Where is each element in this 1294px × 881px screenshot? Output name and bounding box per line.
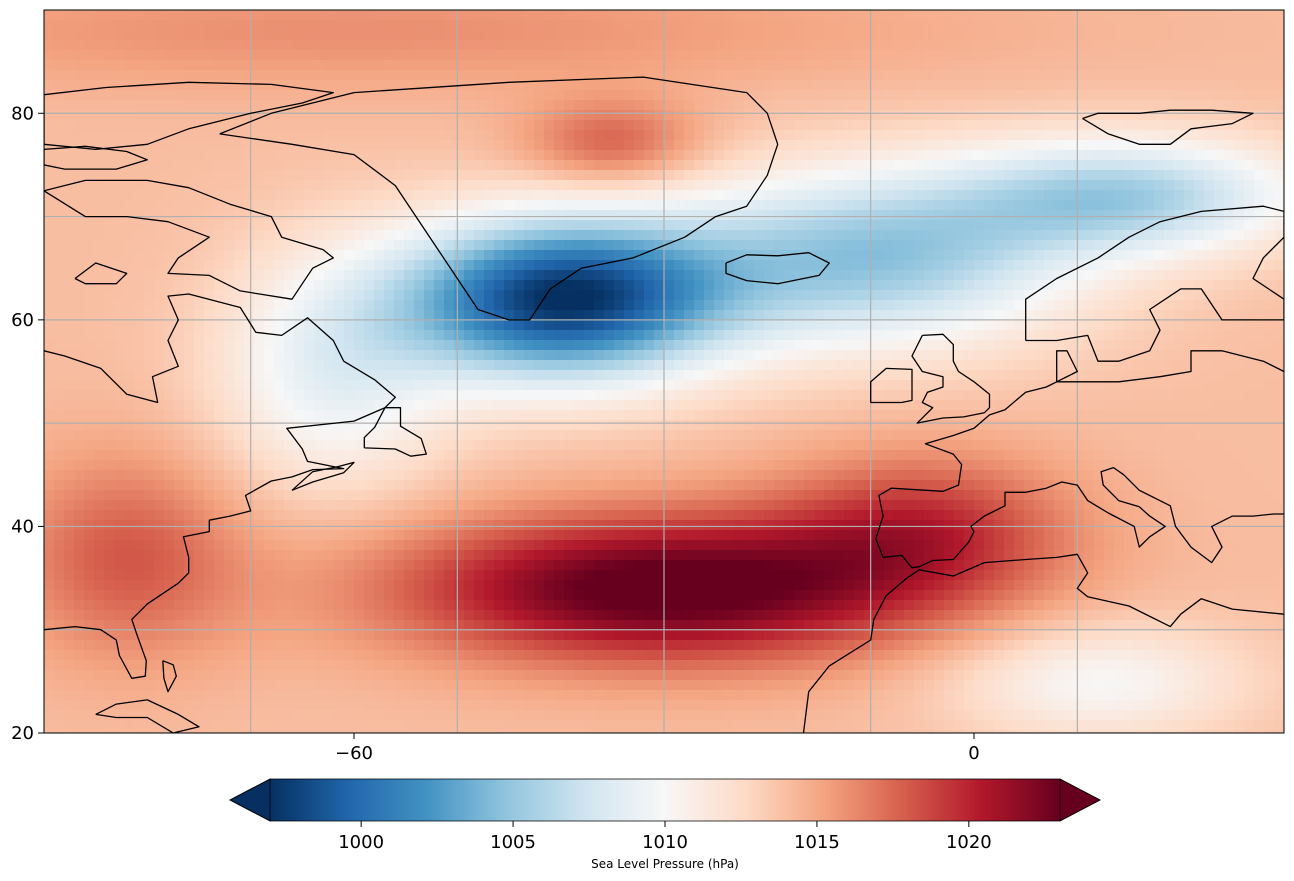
coastline-newfoundland	[363, 407, 427, 457]
coastlines	[44, 76, 1284, 733]
gridlines	[44, 10, 1284, 733]
y-tick-label: 60	[11, 310, 34, 331]
coastline-great-britain	[911, 333, 991, 424]
colorbar-extend-max	[1059, 778, 1101, 822]
coastline-scandinavia	[1025, 205, 1284, 362]
x-axis-ticks: −60 0	[335, 733, 980, 764]
y-tick-label: 80	[11, 103, 34, 124]
coastline-north-africa	[802, 553, 1284, 733]
y-tick-label: 40	[11, 516, 34, 537]
coastline-north-america	[44, 293, 396, 679]
x-tick-label: −60	[335, 743, 373, 764]
colorbar-ticks: 1000 1005 1010 1015 1020	[338, 821, 992, 853]
pressure-field	[44, 10, 1284, 733]
colorbar-tick-label: 1000	[338, 832, 384, 853]
colorbar-tick-label: 1005	[490, 832, 536, 853]
colorbar-label: Sea Level Pressure (hPa)	[591, 857, 739, 871]
map-frame	[43, 9, 1285, 734]
coastline-bahamas	[162, 660, 177, 693]
y-tick-label: 20	[11, 723, 34, 744]
y-axis-ticks: 20 40 60 80	[11, 103, 44, 744]
colorbar-tick-label: 1010	[642, 832, 688, 853]
map-panel: −60 0 20 40 60 80	[11, 9, 1285, 764]
coastline-ellesmere-island	[44, 81, 334, 151]
coastline-devon-island	[44, 145, 148, 170]
coastline-nova-scotia	[291, 461, 355, 491]
coastline-svalbard	[1082, 109, 1254, 145]
colorbar: 1000 1005 1010 1015 1020 Sea Level Pressure …	[229, 778, 1101, 871]
coastline-southampton-island	[74, 262, 128, 285]
colorbar-extend-min	[229, 778, 271, 822]
colorbar-tick-label: 1015	[794, 832, 840, 853]
colorbar-gradient	[270, 779, 1060, 821]
coastline-baffin-island	[44, 179, 334, 300]
x-tick-label: 0	[968, 743, 979, 764]
coastline-cuba	[95, 699, 200, 733]
coastline-ireland	[870, 367, 913, 404]
coastline-greenland	[219, 76, 779, 321]
colorbar-tick-label: 1020	[946, 832, 992, 853]
colorbar-outline	[229, 778, 1101, 822]
coastline-iceland	[725, 252, 830, 285]
coastline-europe-mainland	[875, 350, 1284, 569]
